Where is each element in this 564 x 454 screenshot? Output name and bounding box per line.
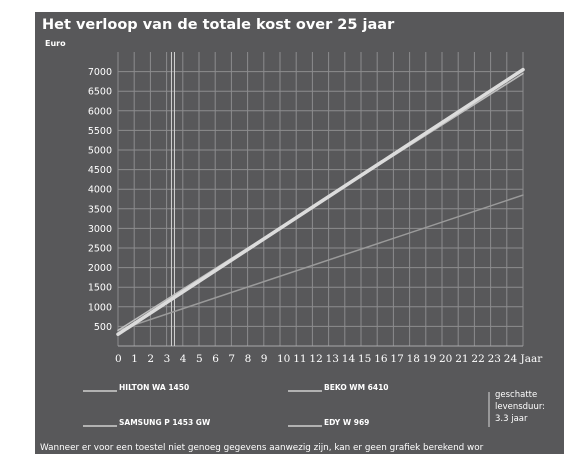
lifespan-note: geschatte levensduur: 3.3 jaar <box>488 390 545 427</box>
x-tick-label: 10 <box>277 353 290 365</box>
series-line <box>117 194 524 332</box>
legend-label: HILTON WA 1450 <box>119 383 189 392</box>
y-tick-label: 4000 <box>88 185 112 196</box>
x-tick-label: 8 <box>245 353 252 365</box>
y-tick-label: 7000 <box>88 67 112 78</box>
total-cost-chart: Het verloop van de totale kost over 25 j… <box>40 17 545 453</box>
lifespan-note-line: levensduur: <box>495 402 545 412</box>
y-tick-label: 1000 <box>88 302 112 313</box>
x-tick-label: 21 <box>455 353 468 365</box>
grid-lines <box>117 52 524 347</box>
y-tick-label: 5500 <box>88 126 112 137</box>
x-tick-label: 17 <box>390 353 403 365</box>
y-axis-unit: Euro <box>45 39 66 48</box>
x-tick-label: 11 <box>293 353 306 365</box>
y-tick-label: 1500 <box>88 283 112 294</box>
x-tick-label: 12 <box>309 353 322 365</box>
x-tick-label: 15 <box>358 353 371 365</box>
y-tick-label: 5000 <box>88 146 112 157</box>
legend-label: BEKO WM 6410 <box>324 383 389 392</box>
series-lines <box>116 67 525 336</box>
series-line <box>116 67 525 336</box>
x-tick-label: 22 <box>471 353 484 365</box>
legend-label: EDY W 969 <box>324 418 369 427</box>
x-tick-label: 2 <box>147 353 154 365</box>
lifespan-note-line: 3.3 jaar <box>495 414 528 424</box>
y-tick-label: 2500 <box>88 244 112 255</box>
x-tick-label: 23 <box>488 353 501 365</box>
footnote: Wanneer er voor een toestel niet genoeg … <box>40 443 484 453</box>
x-tick-label: 1 <box>131 353 138 365</box>
chart-title: Het verloop van de totale kost over 25 j… <box>42 17 395 33</box>
x-tick-label: 9 <box>261 353 268 365</box>
x-tick-label: 6 <box>212 353 219 365</box>
x-tick-label: 7 <box>228 353 235 365</box>
x-tick-label: 4 <box>180 353 187 365</box>
y-tick-label: 6500 <box>88 87 112 98</box>
y-tick-labels: 500 1000 1500 2000 2500 3000 3500 4000 4500 5000 5… <box>88 67 112 333</box>
x-tick-label: 13 <box>326 353 339 365</box>
y-tick-label: 2000 <box>88 263 112 274</box>
x-tick-label: 14 <box>342 353 356 365</box>
x-tick-label: 3 <box>164 353 171 365</box>
x-tick-label: 5 <box>196 353 203 365</box>
y-tick-label: 6000 <box>88 106 112 117</box>
x-tick-label: 20 <box>439 353 452 365</box>
chart-panel: Het verloop van de totale kost over 25 j… <box>35 12 564 454</box>
x-tick-label: 18 <box>407 353 420 365</box>
x-tick-labels: 0 1 2 3 4 5 6 7 8 9 10 11 12 13 14 15 16 17 18 19 20 21 22 23 24… <box>115 353 543 365</box>
legend: HILTON WA 1450 BEKO WM 6410 SAMSUNG P 1453… <box>83 383 389 427</box>
x-tick-label: 16 <box>374 353 388 365</box>
x-tick-label: 19 <box>423 353 436 365</box>
y-tick-label: 4500 <box>88 165 112 176</box>
y-tick-label: 3000 <box>88 224 112 235</box>
legend-label: SAMSUNG P 1453 GW <box>119 418 211 427</box>
y-tick-label: 3500 <box>88 204 112 215</box>
x-tick-label: 24 Jaar <box>504 353 543 365</box>
y-tick-label: 500 <box>94 322 112 333</box>
x-tick-label: 0 <box>115 353 122 365</box>
lifespan-note-line: geschatte <box>495 390 537 400</box>
